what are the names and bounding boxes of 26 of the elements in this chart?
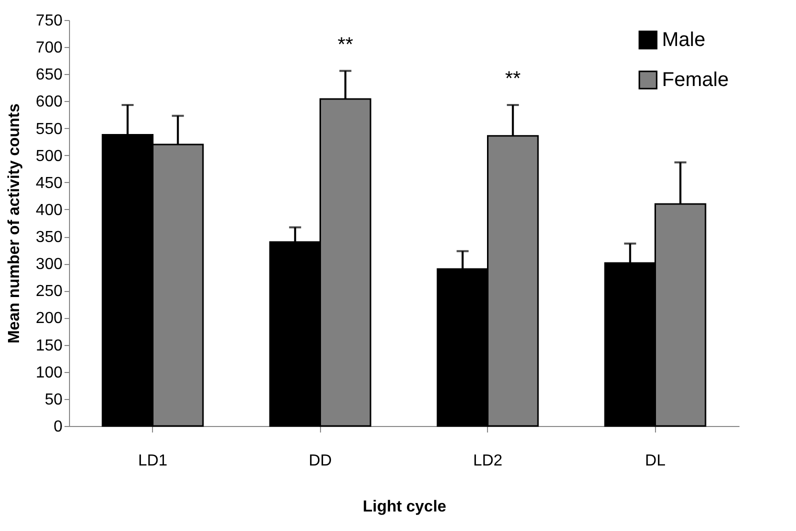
y-tick-label: 0 <box>54 418 63 436</box>
x-axis-title: Light cycle <box>362 498 446 516</box>
x-tick-label: DD <box>308 452 332 470</box>
y-tick-label: 250 <box>36 283 63 300</box>
y-tick-label: 500 <box>36 148 63 165</box>
y-tick-label: 100 <box>36 364 63 382</box>
y-tick-label: 700 <box>36 40 63 57</box>
annotation: ** <box>338 34 354 56</box>
y-tick-label: 750 <box>36 12 63 30</box>
y-tick-label: 600 <box>36 94 63 111</box>
legend-label: Male <box>662 29 706 51</box>
x-tick-label: DL <box>645 452 666 470</box>
y-tick-label: 200 <box>36 310 63 328</box>
x-tick-label: LD2 <box>473 452 503 470</box>
legend-label: Female <box>662 69 729 91</box>
y-tick-label: 150 <box>36 337 63 354</box>
y-tick-label: 350 <box>36 229 63 246</box>
y-tick-label: 550 <box>36 120 63 138</box>
annotation: ** <box>505 68 521 90</box>
y-tick-label: 300 <box>36 256 63 274</box>
y-axis-title: Mean number of activity counts <box>6 103 23 344</box>
y-tick-label: 50 <box>44 391 63 408</box>
x-tick-label: LD1 <box>138 452 168 470</box>
y-tick-label: 450 <box>36 174 63 192</box>
y-tick-label: 650 <box>36 66 63 84</box>
y-tick-label: 400 <box>36 202 63 219</box>
